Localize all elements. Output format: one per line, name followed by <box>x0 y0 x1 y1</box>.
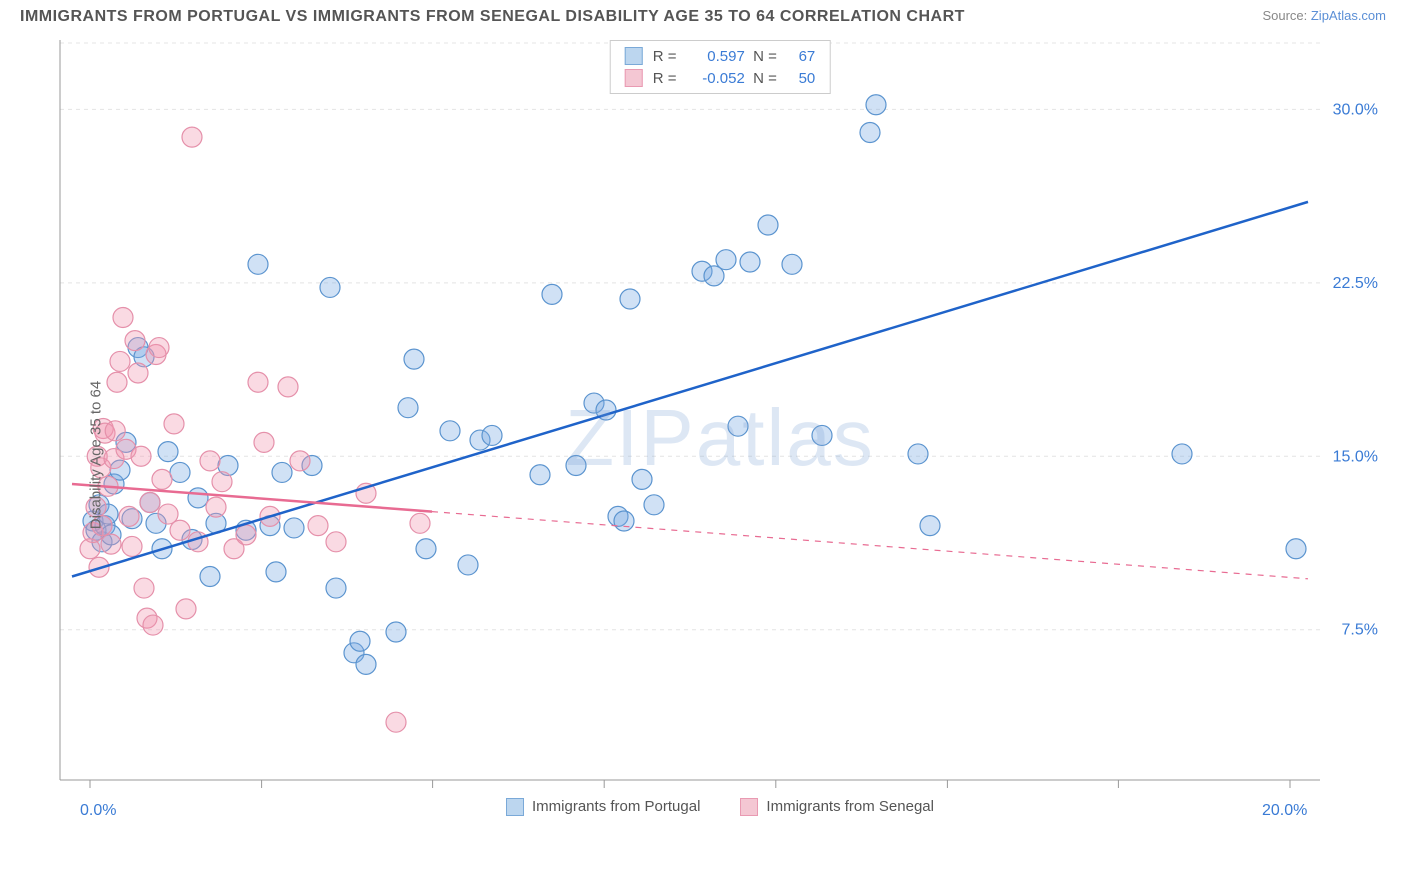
legend-swatch <box>740 798 758 816</box>
svg-text:22.5%: 22.5% <box>1333 275 1378 292</box>
legend-item: Immigrants from Portugal <box>506 798 700 816</box>
legend-swatch <box>506 798 524 816</box>
svg-text:15.0%: 15.0% <box>1333 448 1378 465</box>
svg-text:30.0%: 30.0% <box>1333 101 1378 118</box>
legend-swatch <box>625 69 643 87</box>
correlation-legend: R = 0.597 N = 67R = -0.052 N = 50 <box>610 40 831 94</box>
source-label: Source: ZipAtlas.com <box>1262 8 1386 23</box>
chart-title: IMMIGRANTS FROM PORTUGAL VS IMMIGRANTS F… <box>20 8 965 26</box>
svg-text:7.5%: 7.5% <box>1342 622 1378 639</box>
legend-row: R = 0.597 N = 67 <box>625 45 816 67</box>
legend-item: Immigrants from Senegal <box>740 798 934 816</box>
bottom-legend: Immigrants from Portugal Immigrants from … <box>50 798 1390 822</box>
chart-area: Disability Age 35 to 64 7.5% 15.0% 22.5% 30… <box>50 40 1390 870</box>
legend-swatch <box>625 47 643 65</box>
legend-row: R = -0.052 N = 50 <box>625 67 816 89</box>
y-axis-label: Disability Age 35 to 64 <box>88 381 105 529</box>
scatter-chart: 7.5% 15.0% 22.5% 30.0% <box>50 40 1380 810</box>
source-link[interactable]: ZipAtlas.com <box>1311 8 1386 23</box>
header-bar: IMMIGRANTS FROM PORTUGAL VS IMMIGRANTS F… <box>0 0 1406 26</box>
